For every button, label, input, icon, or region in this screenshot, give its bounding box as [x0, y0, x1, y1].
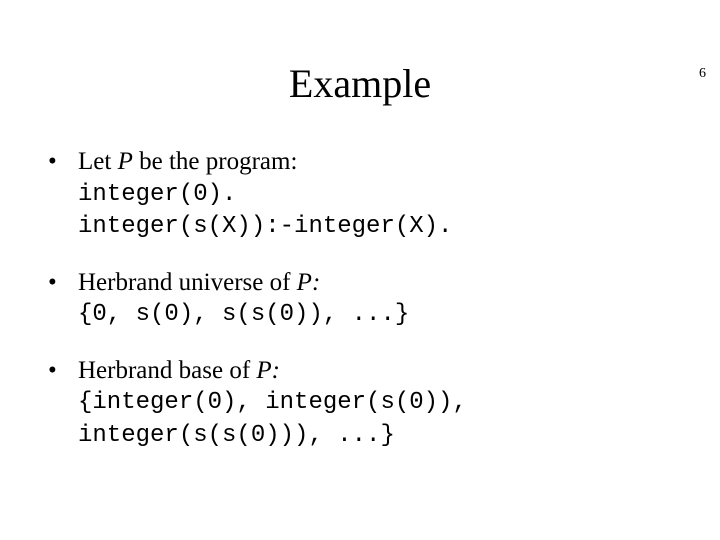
code-line: integer(0). [48, 179, 680, 211]
slide-content: • Let P be the program: integer(0). inte… [0, 145, 720, 452]
bullet-text: Let [78, 148, 118, 175]
bullet-dot-icon: • [48, 354, 78, 388]
page-number: 6 [699, 66, 706, 82]
bullet-text: Herbrand universe of [78, 269, 297, 296]
bullet-dot-icon: • [48, 145, 78, 179]
bullet-lead: • Let P be the program: [48, 145, 680, 179]
bullet-text: Herbrand base of [78, 357, 256, 384]
bullet-item: • Herbrand universe of P: {0, s(0), s(s(… [48, 266, 680, 332]
bullet-item: • Let P be the program: integer(0). inte… [48, 145, 680, 244]
bullet-item: • Herbrand base of P: {integer(0), integ… [48, 354, 680, 453]
bullet-lead: • Herbrand universe of P: [48, 266, 680, 300]
code-line: integer(s(s(0))), ...} [48, 420, 680, 452]
bullet-text: be the program: [133, 148, 298, 175]
bullet-var: P: [297, 269, 321, 296]
slide-title: Example [0, 60, 720, 107]
code-line: integer(s(X)):-integer(X). [48, 211, 680, 243]
bullet-dot-icon: • [48, 266, 78, 300]
code-line: {integer(0), integer(s(0)), [48, 387, 680, 419]
code-line: {0, s(0), s(s(0)), ...} [48, 299, 680, 331]
bullet-lead: • Herbrand base of P: [48, 354, 680, 388]
bullet-var: P: [256, 357, 280, 384]
bullet-var: P [118, 148, 133, 175]
